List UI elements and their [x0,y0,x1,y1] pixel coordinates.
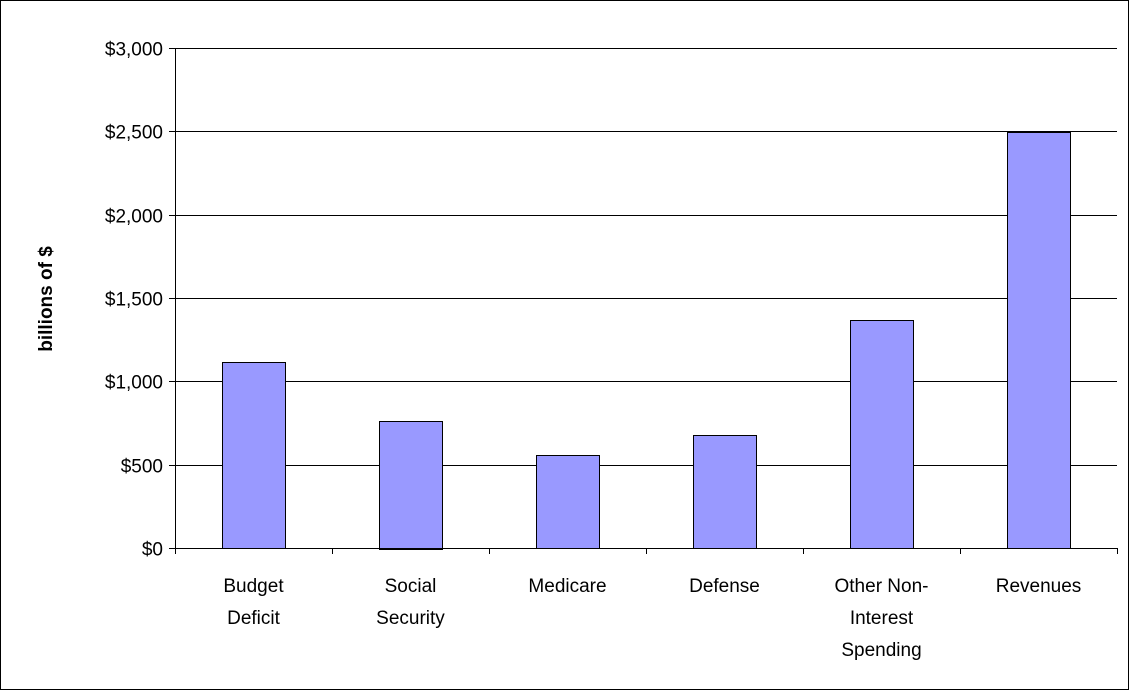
y-axis-label: billions of $ [36,246,57,352]
y-tick-label: $0 [142,540,163,561]
bars [222,132,1071,550]
gridlines [175,48,1117,466]
y-tick-label: $1,000 [105,373,163,394]
bar-budget-deficit [222,362,286,549]
y-tick-label: $1,500 [105,290,163,311]
y-tick-labels: $0 $500 $1,000 $1,500 $2,000 $2,500 $3,000 [105,40,163,561]
x-tick-labels: Budget Deficit Social Security Medicare Defen… [223,576,1081,661]
x-tick-label-revenues: Revenues [996,576,1082,597]
bar-other-non-interest-spending [850,320,914,549]
x-tick-label-medicare: Medicare [528,576,606,597]
x-tick-label-social-security: Social Security [376,576,445,629]
bar-revenues [1007,132,1071,549]
y-tick-label: $2,000 [105,207,163,228]
bar-social-security [379,421,443,550]
y-tick-label: $3,000 [105,40,163,61]
x-tick-label-defense: Defense [689,576,760,597]
bar-medicare [536,455,600,549]
y-tick-label: $500 [121,457,163,478]
bar-defense [693,435,757,549]
y-tick-label: $2,500 [105,123,163,144]
x-tick-label-budget-deficit: Budget Deficit [223,576,284,629]
axes [169,48,1118,554]
x-tick-label-other-non-interest-spending: Other Non-Interest Spending [835,576,929,661]
